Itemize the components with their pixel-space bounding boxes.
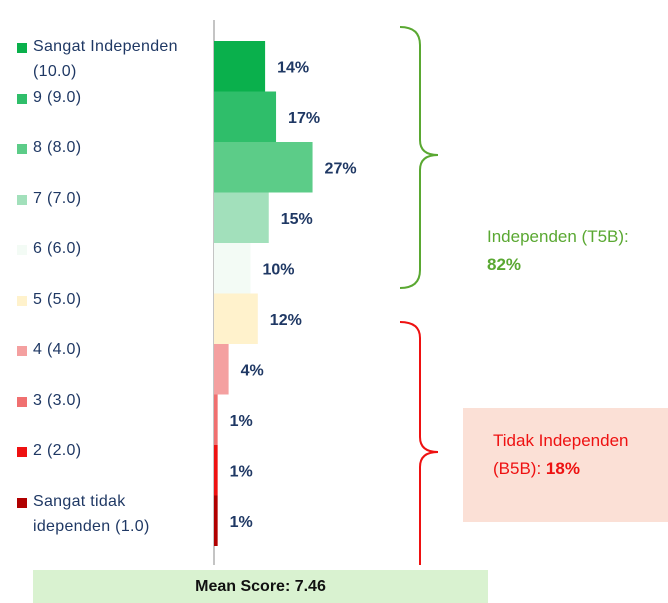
- legend-swatch: [17, 497, 27, 508]
- data-label: 1%: [230, 413, 253, 430]
- bar: [214, 445, 218, 496]
- data-label: 17%: [288, 110, 320, 127]
- bar: [214, 293, 258, 344]
- legend-swatch: [17, 43, 27, 53]
- category-label: 7 (7.0): [33, 189, 82, 207]
- mean-score: Mean Score: 7.46: [33, 570, 488, 603]
- bar: [214, 394, 218, 445]
- category-label: 6 (6.0): [33, 240, 82, 257]
- legend-swatch: [17, 447, 27, 457]
- annotation-label: Independen (T5B):: [487, 227, 629, 246]
- bar: [214, 142, 313, 193]
- annotation: Tidak Independen (B5B): 18%: [493, 427, 643, 483]
- bar: [214, 91, 277, 142]
- category-label: Sangat tidak idependen (1.0): [33, 492, 150, 535]
- bar: [214, 243, 251, 294]
- category-label: Sangat Independen (10.0): [33, 38, 178, 80]
- data-label: 15%: [281, 211, 313, 228]
- legend-swatch: [17, 295, 27, 306]
- category-label: 4 (4.0): [33, 341, 82, 358]
- legend-swatch: [17, 346, 27, 356]
- data-label: 1%: [230, 514, 253, 531]
- bar: [214, 495, 218, 546]
- annotation-value: 82%: [487, 255, 522, 274]
- bracket-red: [399, 321, 439, 565]
- annotation: Independen (T5B): 82%: [487, 223, 637, 279]
- data-label: 4%: [241, 362, 264, 379]
- category-label: 5 (5.0): [33, 290, 82, 308]
- bar: [214, 41, 266, 92]
- category-label: 8 (8.0): [33, 139, 82, 156]
- legend-swatch: [17, 194, 27, 205]
- annotation-box: [463, 408, 668, 522]
- legend-swatch: [17, 93, 27, 104]
- data-label: 14%: [277, 59, 309, 76]
- data-label: 12%: [270, 312, 302, 329]
- category-label: 3 (3.0): [33, 391, 82, 409]
- data-label: 10%: [263, 261, 295, 278]
- legend-swatch: [17, 245, 27, 255]
- legend-swatch: [17, 396, 27, 407]
- category-label: 2 (2.0): [33, 442, 82, 459]
- bracket-green: [399, 26, 439, 289]
- data-label: 27%: [325, 160, 357, 177]
- annotation-value: 18%: [545, 459, 580, 478]
- annotation-label: Tidak Independen (B5B):: [493, 431, 629, 478]
- bar: [214, 192, 269, 243]
- category-label: 9 (9.0): [33, 88, 82, 106]
- legend-swatch: [17, 144, 27, 154]
- data-label: 1%: [230, 463, 253, 480]
- bar: [214, 344, 229, 395]
